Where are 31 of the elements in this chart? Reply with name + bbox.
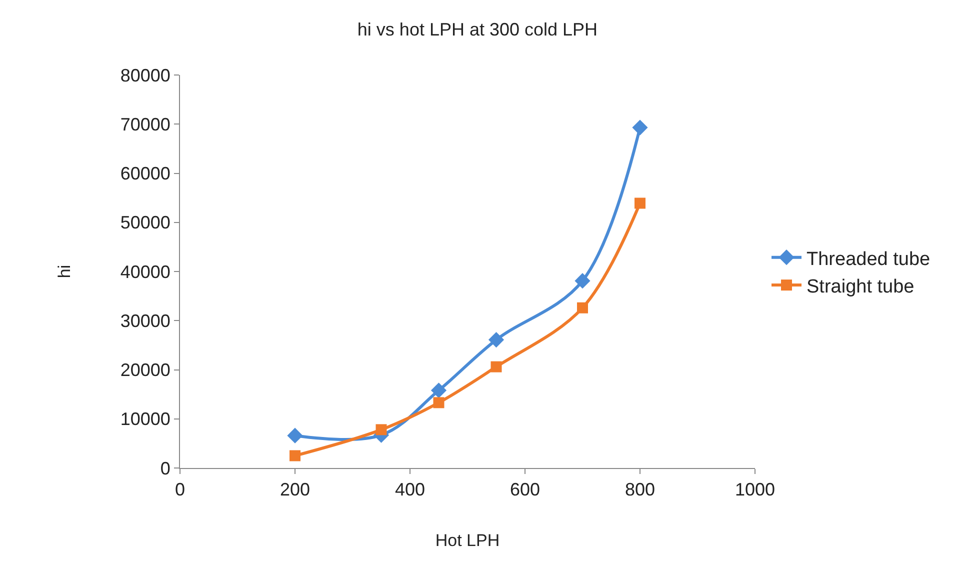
y-tick-label: 60000: [120, 164, 170, 184]
point: [488, 332, 504, 348]
y-tick-label: 70000: [120, 114, 170, 134]
legend-label: Threaded tube: [806, 248, 930, 270]
point: [430, 382, 447, 398]
y-tick-label: 20000: [120, 360, 170, 380]
y-axis-title: hi: [54, 264, 74, 278]
y-tick-label: 10000: [120, 409, 170, 430]
point: [634, 198, 646, 209]
y-tick-label: 80000: [120, 65, 170, 86]
y-tick-label: 40000: [120, 262, 170, 282]
x-tick-label: 1000: [734, 480, 776, 500]
point: [632, 120, 648, 136]
point: [287, 428, 303, 444]
x-axis-title: Hot LPH: [435, 531, 500, 550]
y-tick-label: 0: [160, 458, 170, 478]
point: [433, 397, 444, 408]
x-tick-label: 400: [394, 480, 426, 500]
legend-label: Straight tube: [806, 276, 914, 298]
x-tick-label: 800: [624, 480, 656, 500]
point: [574, 273, 590, 289]
point: [577, 302, 588, 314]
x-tick-label: 0: [174, 480, 186, 500]
point: [376, 424, 387, 436]
x-tick-label: 200: [280, 480, 310, 500]
y-tick-label: 30000: [120, 310, 170, 331]
point: [490, 361, 502, 372]
point: [290, 450, 300, 462]
x-tick-label: 600: [510, 480, 540, 500]
chart-title: hi vs hot LPH at 300 cold LPH: [357, 20, 598, 40]
y-tick-label: 50000: [120, 212, 170, 233]
